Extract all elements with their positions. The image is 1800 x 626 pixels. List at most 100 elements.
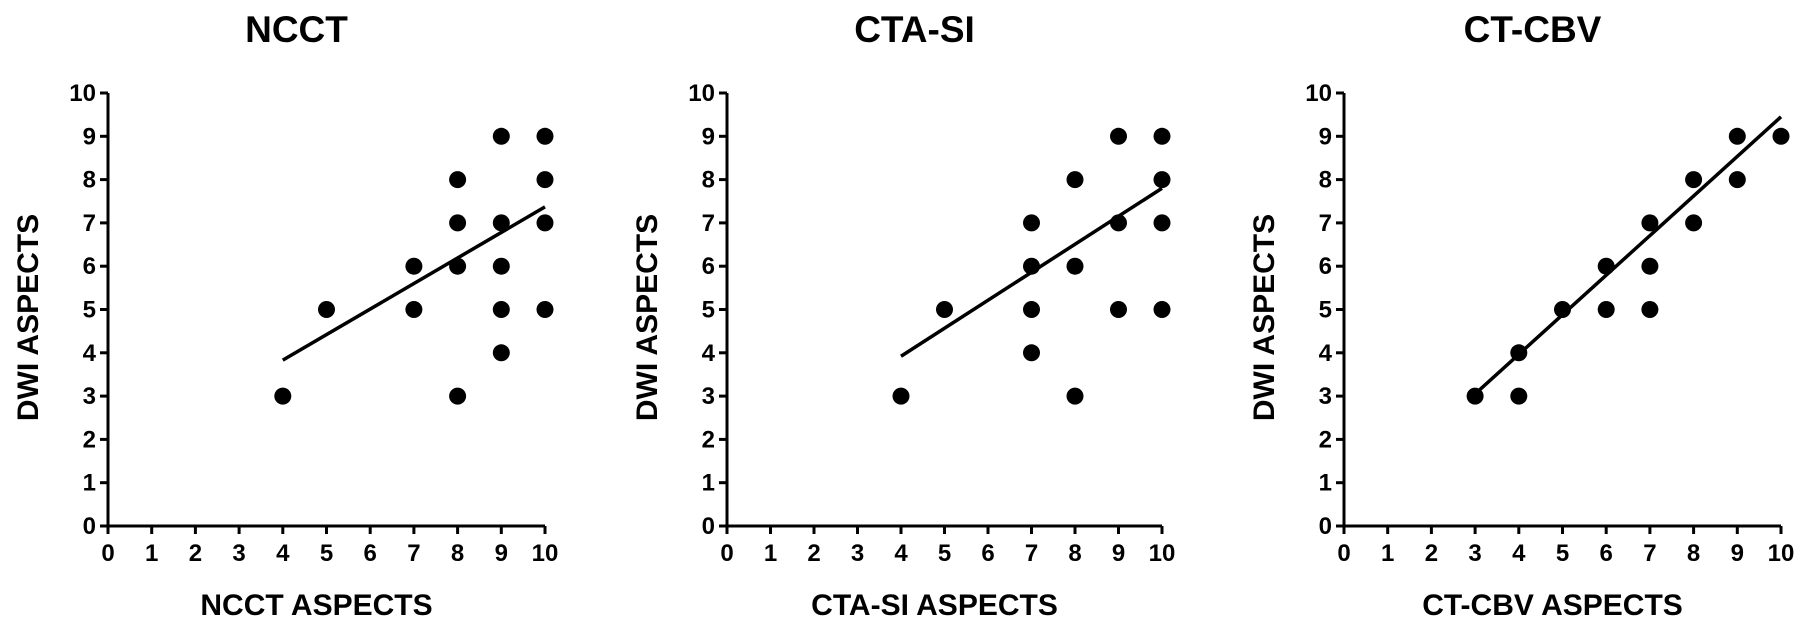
data-point xyxy=(1066,171,1084,189)
y-tick-label: 4 xyxy=(1319,340,1333,367)
x-tick-label: 3 xyxy=(851,540,864,567)
data-point xyxy=(405,257,423,275)
x-tick-label: 2 xyxy=(1425,540,1438,567)
y-tick-label: 8 xyxy=(702,167,715,194)
x-tick-label: 1 xyxy=(764,540,777,567)
data-point xyxy=(449,171,467,189)
y-tick-label: 7 xyxy=(1319,210,1332,237)
data-point xyxy=(405,301,423,318)
chart-panel: CTA-SI 0 1 2 3 4 5 6 7 8 9 10 0 1 2 3 4 5 6 7 8 9 10 CTA-SI ASP… xyxy=(631,9,1175,622)
data-point xyxy=(1066,257,1084,275)
data-point xyxy=(492,257,510,275)
data-point xyxy=(536,214,554,232)
data-point xyxy=(1153,214,1171,232)
y-tick-label: 10 xyxy=(688,80,715,107)
y-tick-label: 4 xyxy=(83,340,97,367)
data-point xyxy=(449,257,467,275)
x-axis-label: CTA-SI ASPECTS xyxy=(811,589,1058,622)
regression-line xyxy=(281,205,546,362)
y-axis-label: DWI ASPECTS xyxy=(1248,214,1281,421)
data-point xyxy=(1641,214,1659,232)
data-point xyxy=(1110,301,1127,318)
chart-panel: CT-CBV 0 1 2 3 4 5 6 7 8 9 10 0 1 2 3 4 5 6 7 8 9 10 CT-CBV ASP… xyxy=(1248,9,1794,622)
data-point xyxy=(1023,257,1040,275)
x-tick-label: 5 xyxy=(938,540,951,567)
y-tick-label: 10 xyxy=(69,80,96,107)
data-point xyxy=(1023,214,1040,232)
x-tick-label: 9 xyxy=(1731,540,1744,567)
x-tick-label: 0 xyxy=(101,540,114,567)
data-point xyxy=(1685,171,1703,189)
data-point xyxy=(1110,127,1127,145)
x-tick-label: 0 xyxy=(1337,540,1350,567)
x-tick-label: 2 xyxy=(807,540,820,567)
y-tick-label: 9 xyxy=(702,123,715,150)
y-tick-label: 8 xyxy=(1319,167,1332,194)
x-tick-label: 1 xyxy=(145,540,158,567)
chart-title: CT-CBV xyxy=(1464,9,1602,50)
data-point xyxy=(492,344,510,362)
x-tick-label: 0 xyxy=(720,540,733,567)
data-point xyxy=(1641,257,1659,275)
data-point xyxy=(1023,301,1040,318)
y-tick-label: 1 xyxy=(702,470,715,497)
y-tick-label: 8 xyxy=(83,167,96,194)
y-tick-label: 5 xyxy=(1319,297,1332,324)
data-point xyxy=(1466,387,1484,405)
x-tick-label: 10 xyxy=(1768,540,1795,567)
y-tick-label: 6 xyxy=(1319,253,1332,280)
x-axis-label: CT-CBV ASPECTS xyxy=(1422,589,1683,622)
x-tick-label: 3 xyxy=(232,540,245,567)
x-tick-label: 10 xyxy=(1149,540,1176,567)
y-tick-label: 3 xyxy=(702,383,715,410)
data-point xyxy=(1728,171,1746,189)
x-tick-label: 3 xyxy=(1468,540,1481,567)
data-point xyxy=(1510,344,1528,362)
x-tick-label: 7 xyxy=(1025,540,1038,567)
y-tick-label: 0 xyxy=(1319,513,1332,540)
data-point xyxy=(1597,257,1615,275)
y-tick-label: 9 xyxy=(1319,123,1332,150)
x-tick-label: 4 xyxy=(1512,540,1526,567)
y-axis-label: DWI ASPECTS xyxy=(631,214,664,421)
y-tick-label: 7 xyxy=(702,210,715,237)
y-tick-label: 4 xyxy=(702,340,716,367)
y-tick-label: 2 xyxy=(83,426,96,453)
y-tick-label: 7 xyxy=(83,210,96,237)
data-point xyxy=(1772,127,1790,145)
y-tick-label: 0 xyxy=(702,513,715,540)
data-point xyxy=(318,301,335,318)
data-point xyxy=(1153,301,1171,318)
data-point xyxy=(449,387,467,405)
x-tick-label: 1 xyxy=(1381,540,1394,567)
data-point xyxy=(1728,127,1746,145)
data-point xyxy=(1023,344,1040,362)
x-tick-label: 7 xyxy=(407,540,420,567)
y-tick-label: 10 xyxy=(1305,80,1332,107)
x-tick-label: 8 xyxy=(1687,540,1700,567)
data-point xyxy=(492,127,510,145)
y-tick-label: 9 xyxy=(83,123,96,150)
data-point xyxy=(1066,387,1084,405)
data-point xyxy=(274,387,292,405)
x-axis-label: NCCT ASPECTS xyxy=(200,589,432,622)
x-tick-label: 8 xyxy=(451,540,464,567)
y-tick-label: 3 xyxy=(83,383,96,410)
y-tick-label: 3 xyxy=(1319,383,1332,410)
x-tick-label: 5 xyxy=(1556,540,1569,567)
y-tick-label: 1 xyxy=(1319,470,1332,497)
data-point xyxy=(492,214,510,232)
y-tick-label: 6 xyxy=(702,253,715,280)
y-axis-label: DWI ASPECTS xyxy=(12,214,45,421)
x-tick-label: 6 xyxy=(364,540,377,567)
data-point xyxy=(892,387,910,405)
chart-title: CTA-SI xyxy=(854,9,975,50)
x-tick-label: 6 xyxy=(981,540,994,567)
y-tick-label: 5 xyxy=(83,297,96,324)
data-point xyxy=(492,301,510,318)
data-point xyxy=(1641,301,1659,318)
y-tick-label: 2 xyxy=(702,426,715,453)
data-point xyxy=(536,171,554,189)
regression-line xyxy=(1473,115,1783,396)
y-tick-label: 2 xyxy=(1319,426,1332,453)
